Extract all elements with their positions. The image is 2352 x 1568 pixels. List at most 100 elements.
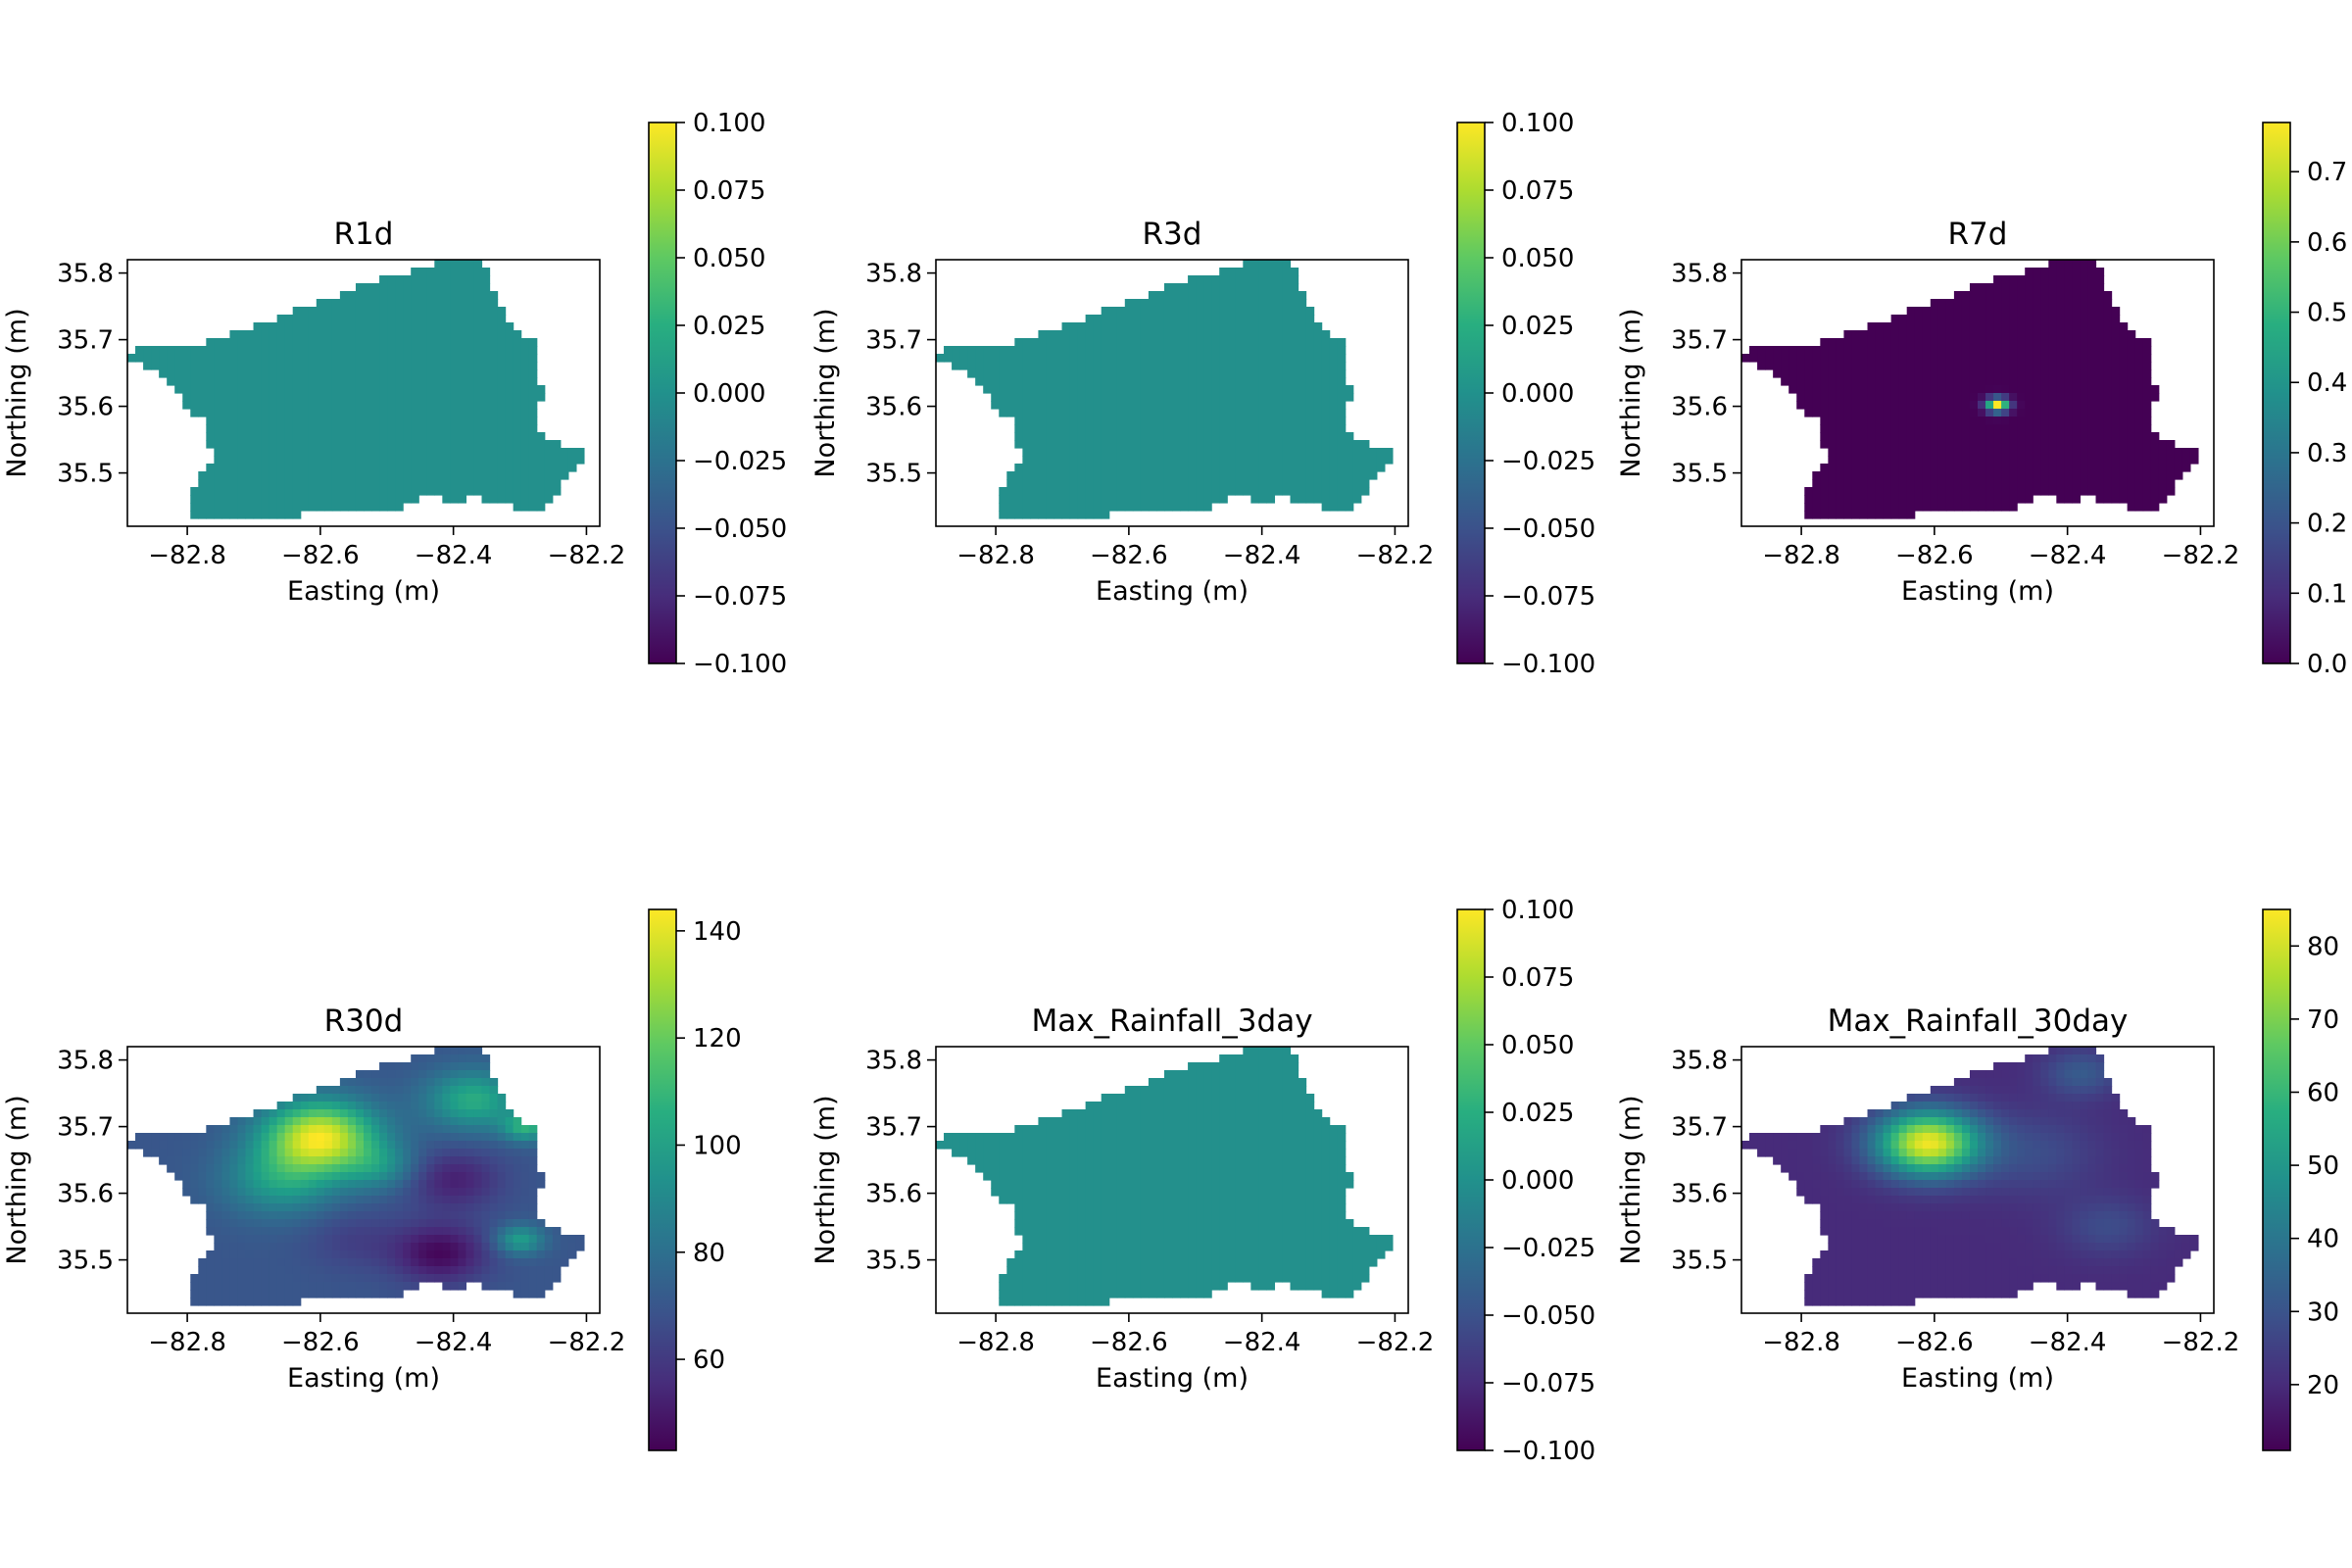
- heatmap-cell: [2009, 322, 2018, 331]
- heatmap-cell: [528, 1282, 538, 1291]
- heatmap-cell: [442, 393, 451, 402]
- heatmap-cell: [355, 299, 365, 308]
- heatmap-cell: [2103, 440, 2113, 449]
- heatmap-cell: [1851, 409, 1861, 417]
- heatmap-cell: [520, 495, 530, 504]
- heatmap-cell: [364, 432, 372, 441]
- heatmap-cell: [355, 1149, 365, 1157]
- heatmap-cell: [1258, 432, 1267, 441]
- heatmap-cell: [339, 362, 349, 370]
- heatmap-cell: [1843, 369, 1853, 378]
- heatmap-cell: [2033, 362, 2041, 370]
- heatmap-cell: [2040, 330, 2049, 339]
- heatmap-cell: [528, 362, 538, 370]
- heatmap-cell: [371, 1266, 380, 1275]
- heatmap-cell: [1922, 322, 1932, 331]
- heatmap-cell: [520, 479, 530, 488]
- heatmap-cell: [442, 377, 451, 386]
- heatmap-cell: [426, 1156, 435, 1165]
- heatmap-cell: [489, 1109, 499, 1118]
- heatmap-cell: [1820, 495, 1829, 504]
- heatmap-cell: [1116, 393, 1126, 402]
- heatmap-cell: [355, 503, 365, 512]
- heatmap-cell: [513, 1235, 522, 1244]
- heatmap-cell: [1148, 416, 1157, 425]
- heatmap-cell: [159, 1149, 168, 1157]
- heatmap-cell: [544, 471, 554, 480]
- heatmap-cell: [331, 1282, 341, 1291]
- heatmap-cell: [536, 487, 546, 496]
- heatmap-cell: [1828, 503, 1837, 512]
- heatmap-cell: [347, 479, 357, 488]
- heatmap-cell: [450, 1211, 459, 1220]
- heatmap-cell: [466, 1086, 475, 1095]
- heatmap-cell: [371, 338, 380, 347]
- heatmap-cell: [466, 377, 475, 386]
- heatmap-cell: [418, 268, 427, 276]
- heatmap-cell: [403, 1156, 412, 1165]
- heatmap-cell: [1258, 369, 1267, 378]
- heatmap-cell: [2056, 448, 2065, 457]
- heatmap-cell: [1266, 346, 1276, 355]
- heatmap-cell: [253, 1180, 263, 1189]
- heatmap-cell: [434, 1266, 443, 1275]
- heatmap-cell: [371, 1219, 380, 1228]
- heatmap-cell: [364, 299, 372, 308]
- heatmap-cell: [387, 1250, 396, 1259]
- heatmap-cell: [2001, 275, 2010, 284]
- heatmap-cell: [1978, 362, 1986, 370]
- heatmap-cell: [2142, 464, 2152, 472]
- heatmap-cell: [276, 385, 286, 394]
- heatmap-cell: [1266, 393, 1276, 402]
- heatmap-cell: [237, 346, 247, 355]
- heatmap-cell: [473, 393, 483, 402]
- heatmap-cell: [1890, 448, 1900, 457]
- heatmap-cell: [411, 1054, 419, 1063]
- heatmap-cell: [1274, 268, 1284, 276]
- heatmap-cell: [411, 440, 419, 449]
- heatmap-cell: [2119, 401, 2129, 410]
- heatmap-cell: [411, 487, 419, 496]
- heatmap-cell: [450, 268, 459, 276]
- heatmap-cell: [364, 362, 372, 370]
- heatmap-cell: [387, 448, 396, 457]
- heatmap-cell: [1022, 416, 1031, 425]
- heatmap-cell: [442, 456, 451, 465]
- heatmap-cell: [513, 1125, 522, 1134]
- heatmap-cell: [316, 495, 325, 504]
- heatmap-cell: [2025, 362, 2034, 370]
- heatmap-cell: [316, 322, 325, 331]
- heatmap-cell: [497, 456, 507, 465]
- heatmap-cell: [1290, 409, 1299, 417]
- heatmap-cell: [2134, 448, 2144, 457]
- heatmap-cell: [520, 1266, 530, 1275]
- heatmap-cell: [206, 479, 215, 488]
- heatmap-cell: [1155, 377, 1165, 386]
- heatmap-cell: [1196, 401, 1204, 410]
- heatmap-cell: [347, 315, 357, 323]
- heatmap-cell: [1172, 283, 1181, 292]
- heatmap-cell: [466, 1164, 475, 1173]
- heatmap-cell: [481, 1227, 491, 1236]
- heatmap-cell: [1961, 354, 1971, 363]
- heatmap-cell: [505, 1211, 514, 1220]
- heatmap-cell: [190, 1188, 199, 1197]
- heatmap-cell: [1124, 299, 1134, 308]
- heatmap-cell: [1046, 416, 1055, 425]
- heatmap-cell: [2087, 354, 2097, 363]
- heatmap-cell: [489, 1250, 499, 1259]
- heatmap-cell: [1101, 409, 1110, 417]
- heatmap-cell: [355, 1235, 365, 1244]
- heatmap-cell: [1993, 385, 2002, 394]
- heatmap-cell: [403, 299, 412, 308]
- heatmap-cell: [497, 346, 507, 355]
- heatmap-cell: [292, 1156, 302, 1165]
- heatmap-cell: [513, 1156, 522, 1165]
- heatmap-cell: [426, 1219, 435, 1228]
- heatmap-cell: [458, 1258, 467, 1267]
- heatmap-cell: [481, 1149, 491, 1157]
- heatmap-cell: [1219, 393, 1228, 402]
- heatmap-cell: [387, 1172, 396, 1181]
- heatmap-cell: [442, 322, 451, 331]
- heatmap-cell: [1093, 393, 1102, 402]
